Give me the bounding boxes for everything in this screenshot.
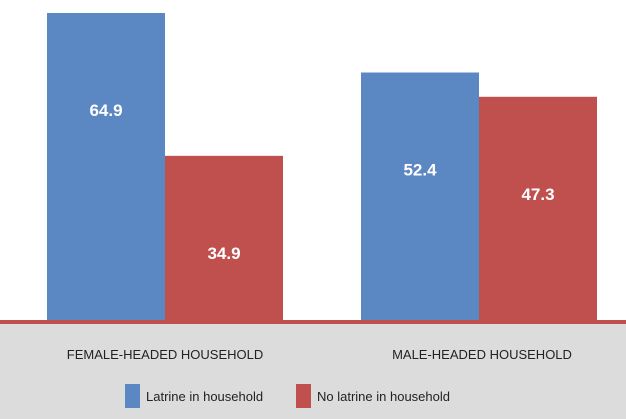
category-label-female-headed: FEMALE-HEADED HOUSEHOLD: [67, 347, 263, 362]
data-label-latrine-male-headed: 52.4: [403, 161, 437, 180]
legend-label-no-latrine: No latrine in household: [317, 389, 450, 404]
data-label-no-latrine-male-headed: 47.3: [521, 185, 554, 204]
bar-latrine-male-headed: [361, 72, 479, 322]
bar-no-latrine-male-headed: [479, 96, 597, 323]
bars-group: 64.9 52.4 34.9 47.3: [47, 13, 597, 323]
legend-swatch-no-latrine: [296, 384, 311, 408]
legend-swatch-latrine: [125, 384, 140, 408]
x-axis-line: [0, 320, 626, 324]
bar-latrine-female-headed: [47, 13, 165, 322]
category-label-male-headed: MALE-HEADED HOUSEHOLD: [392, 347, 572, 362]
bar-no-latrine-female-headed: [165, 155, 283, 322]
data-label-latrine-female-headed: 64.9: [89, 101, 122, 120]
data-label-no-latrine-female-headed: 34.9: [207, 244, 240, 263]
legend-label-latrine: Latrine in household: [146, 389, 263, 404]
bottom-panel: [0, 322, 626, 419]
legend: Latrine in household No latrine in house…: [125, 384, 450, 408]
